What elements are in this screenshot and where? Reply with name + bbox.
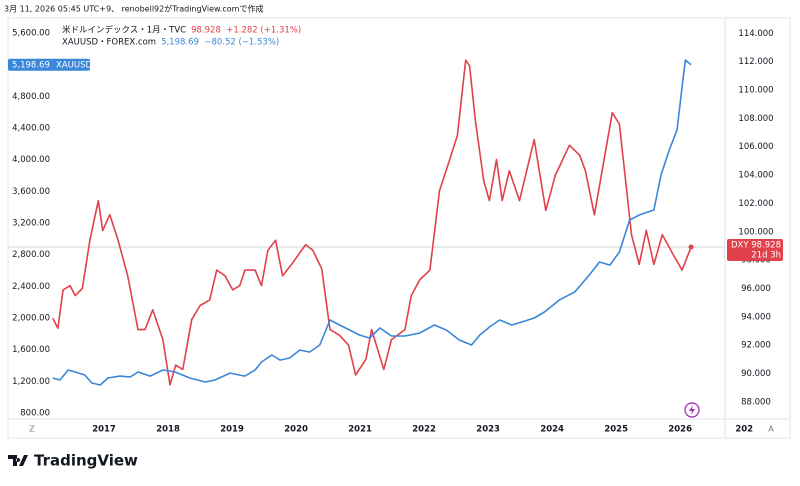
logo-mark xyxy=(8,455,28,466)
y2-tick-label: 114.000 xyxy=(738,29,773,39)
y2-tick-label: 102.000 xyxy=(738,199,773,209)
y2-tick-label: 94.000 xyxy=(741,312,771,322)
y-tick-label: 2,400.00 xyxy=(12,282,50,292)
x-tick-label: 2017 xyxy=(92,425,116,435)
y2-tick-label: 112.000 xyxy=(738,57,773,67)
y2-tick-label: 100.000 xyxy=(738,227,773,237)
legend-values: 98.928 +1.282 (+1.31%) xyxy=(191,26,301,36)
plot xyxy=(8,59,725,386)
y-tick-label: 2,000.00 xyxy=(12,314,50,324)
price-badge xyxy=(8,58,90,71)
icon-bolt[interactable] xyxy=(689,405,695,415)
y2-tick-label: 96.000 xyxy=(741,284,771,294)
y-tick-label: 4,000.00 xyxy=(12,155,50,165)
x-tick-label: 2023 xyxy=(476,425,500,435)
y-tick-label: 800.00 xyxy=(20,409,50,419)
icon-ring[interactable] xyxy=(684,402,700,418)
x-tick-label: 2021 xyxy=(348,425,372,435)
corner-label: A xyxy=(768,425,774,434)
y-tick-label: 2,800.00 xyxy=(12,250,50,260)
x-tick-label: 202 xyxy=(735,425,753,435)
badge-value: 5,198.69 xyxy=(12,60,50,70)
x-tick-label: 2020 xyxy=(284,425,308,435)
badge-value: 98.928 xyxy=(751,241,781,251)
y-tick-label: 1,600.00 xyxy=(12,345,50,355)
y-tick-label: 1,200.00 xyxy=(12,377,50,387)
x-tick-label: 2025 xyxy=(604,425,628,435)
x-tick-label: 2024 xyxy=(540,425,564,435)
x-tick-label: 2026 xyxy=(668,425,692,435)
y2-tick-label: 108.000 xyxy=(738,114,773,124)
x-tick-label: 2022 xyxy=(412,425,436,435)
series-line xyxy=(52,59,692,386)
legend-entry: 米ドルインデックス・1月・TVC xyxy=(62,25,186,36)
x-tick-label: 2019 xyxy=(220,425,244,435)
series-line xyxy=(52,59,692,386)
chart-frame xyxy=(7,17,791,439)
x-tick-label: 2018 xyxy=(156,425,180,435)
y-tick-label: 4,800.00 xyxy=(12,92,50,102)
y2-tick-label: 106.000 xyxy=(738,142,773,152)
y2-tick-label: 110.000 xyxy=(738,85,773,95)
y2-tick-label: 88.000 xyxy=(741,397,771,407)
y-tick-label: 3,600.00 xyxy=(12,187,50,197)
header: 3月 11, 2026 05:45 UTC+9、 renobell92がTrad… xyxy=(4,4,263,14)
y2-tick-label: 92.000 xyxy=(741,341,771,351)
y-tick-label: 4,400.00 xyxy=(12,123,50,133)
logo: TradingView xyxy=(8,452,138,470)
y2-tick-label: 90.000 xyxy=(741,369,771,379)
legend-entry: XAUUSD・FOREX.com xyxy=(62,38,156,48)
badge-name: XAUUSD xyxy=(56,60,92,70)
badge-note: 21d 3h xyxy=(751,251,781,261)
y-tick-label: 5,600.00 xyxy=(12,28,50,38)
badge-name: DXY xyxy=(731,241,749,251)
logo-text: TradingView xyxy=(34,452,138,470)
corner-label: Z xyxy=(29,425,35,434)
bolt-icon[interactable] xyxy=(684,402,700,418)
y-tick-label: 3,200.00 xyxy=(12,219,50,229)
last-point xyxy=(688,244,694,250)
price-badge xyxy=(727,239,783,262)
y2-tick-label: 104.000 xyxy=(738,171,773,181)
legend-values: 5,198.69 −80.52 (−1.53%) xyxy=(161,38,279,48)
